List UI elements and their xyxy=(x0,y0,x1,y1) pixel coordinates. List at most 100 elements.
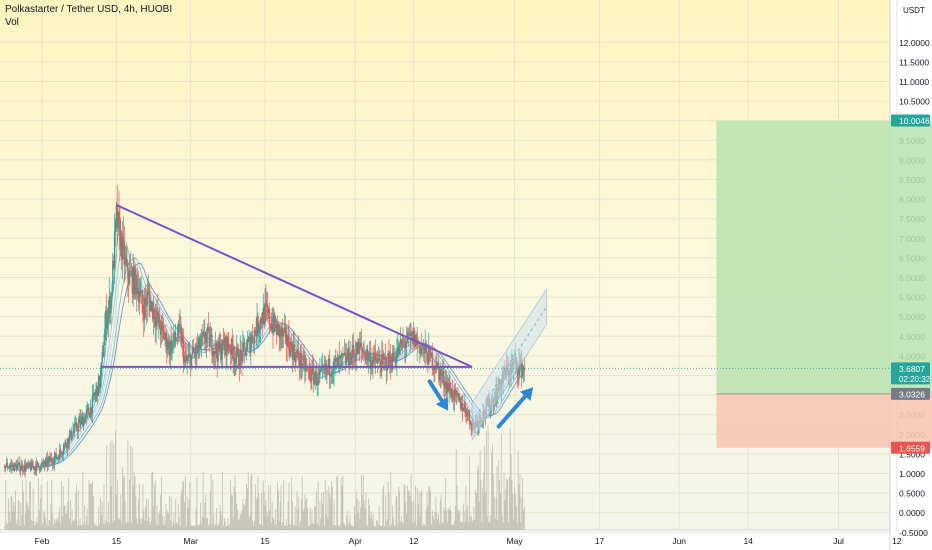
candle-body xyxy=(135,269,137,280)
volume-bar xyxy=(200,523,202,530)
volume-bar xyxy=(280,484,282,530)
candle-body xyxy=(387,352,389,369)
candle-body xyxy=(288,335,290,351)
candle-body xyxy=(394,357,396,363)
candle-body xyxy=(166,333,168,351)
volume-bar xyxy=(505,488,507,530)
candle-body xyxy=(177,323,179,338)
candle-body xyxy=(369,353,372,369)
candle-body xyxy=(433,366,435,370)
candle-body xyxy=(405,342,408,346)
volume-bar xyxy=(74,519,76,530)
volume-bar xyxy=(436,513,438,530)
volume-bar xyxy=(352,525,354,530)
volume-bar xyxy=(14,505,16,530)
volume-bar xyxy=(176,522,178,530)
volume-bar xyxy=(183,481,185,530)
candle-body xyxy=(192,348,195,353)
candle-body xyxy=(362,350,364,353)
candle-body xyxy=(220,354,223,360)
volume-bar xyxy=(334,525,336,530)
candle-body xyxy=(420,348,423,350)
volume-bar xyxy=(152,471,154,530)
candle-body xyxy=(242,342,244,361)
candle-body xyxy=(420,348,422,354)
volume-bar xyxy=(262,480,264,530)
volume-bar xyxy=(169,520,171,530)
candle-body xyxy=(438,368,441,380)
volume-bar xyxy=(59,507,61,530)
volume-bar xyxy=(421,489,423,530)
volume-bar xyxy=(49,520,51,530)
volume-bar xyxy=(268,485,270,530)
volume-bar xyxy=(294,506,296,530)
volume-bar xyxy=(144,520,146,530)
candle-body xyxy=(20,469,22,472)
candle-body xyxy=(262,307,264,325)
candle-body xyxy=(212,354,214,357)
candle-body xyxy=(149,298,151,311)
volume-bar xyxy=(447,508,449,530)
volume-bar xyxy=(186,495,188,530)
candle-body xyxy=(252,342,255,344)
candle-body xyxy=(229,350,232,355)
volume-bar xyxy=(521,497,523,530)
triangle-upper-trendline xyxy=(115,204,473,368)
candle-body xyxy=(26,463,28,467)
candle-body xyxy=(221,339,224,355)
volume-bar xyxy=(23,491,24,530)
candle-body xyxy=(138,296,141,303)
price-tag xyxy=(891,114,930,127)
candle-body xyxy=(142,304,144,313)
volume-bar xyxy=(386,518,388,530)
candle-body xyxy=(287,335,289,346)
candle-body xyxy=(272,323,274,333)
candle-body xyxy=(189,354,192,368)
candle-body xyxy=(230,338,233,355)
volume-bar xyxy=(433,519,435,530)
candle-body xyxy=(95,390,97,396)
volume-bar xyxy=(166,512,168,530)
volume-bar xyxy=(333,499,335,530)
candle-body xyxy=(521,368,524,377)
candle-body xyxy=(411,332,413,336)
candle-body xyxy=(523,367,526,372)
volume-bar xyxy=(159,510,161,530)
candle-body xyxy=(58,457,60,460)
price-tag xyxy=(891,362,930,385)
candle-body xyxy=(361,347,364,351)
volume-bar xyxy=(282,521,284,530)
volume-bar xyxy=(204,502,206,530)
candle-body xyxy=(150,303,152,311)
volume-bar xyxy=(437,519,439,530)
volume-bar xyxy=(61,481,62,530)
volume-bar xyxy=(424,525,426,530)
candle-body xyxy=(213,351,216,355)
volume-bar xyxy=(405,502,407,530)
candle-body xyxy=(102,352,104,357)
candle-body xyxy=(29,465,32,471)
candle-body xyxy=(359,342,361,347)
candle-body xyxy=(263,307,265,325)
volume-bar xyxy=(373,525,375,530)
volume-bar xyxy=(137,523,139,530)
volume-bar xyxy=(91,483,93,530)
candle-body xyxy=(251,335,254,343)
candle-body xyxy=(12,464,14,467)
candle-body xyxy=(389,355,391,364)
candle-body xyxy=(233,358,235,362)
y-tick-label: 1.5000 xyxy=(899,449,925,459)
candle-body xyxy=(264,302,266,325)
volume-bar xyxy=(76,484,78,530)
volume-bar xyxy=(82,471,84,530)
volume-bar xyxy=(452,524,454,530)
volume-bar xyxy=(101,501,103,530)
candle-body xyxy=(8,467,10,469)
candle-body xyxy=(48,457,50,460)
volume-bar xyxy=(331,486,333,530)
volume-bar xyxy=(68,478,70,530)
candle-body xyxy=(202,332,204,337)
volume-bar xyxy=(197,524,199,530)
volume-bar xyxy=(326,490,328,530)
